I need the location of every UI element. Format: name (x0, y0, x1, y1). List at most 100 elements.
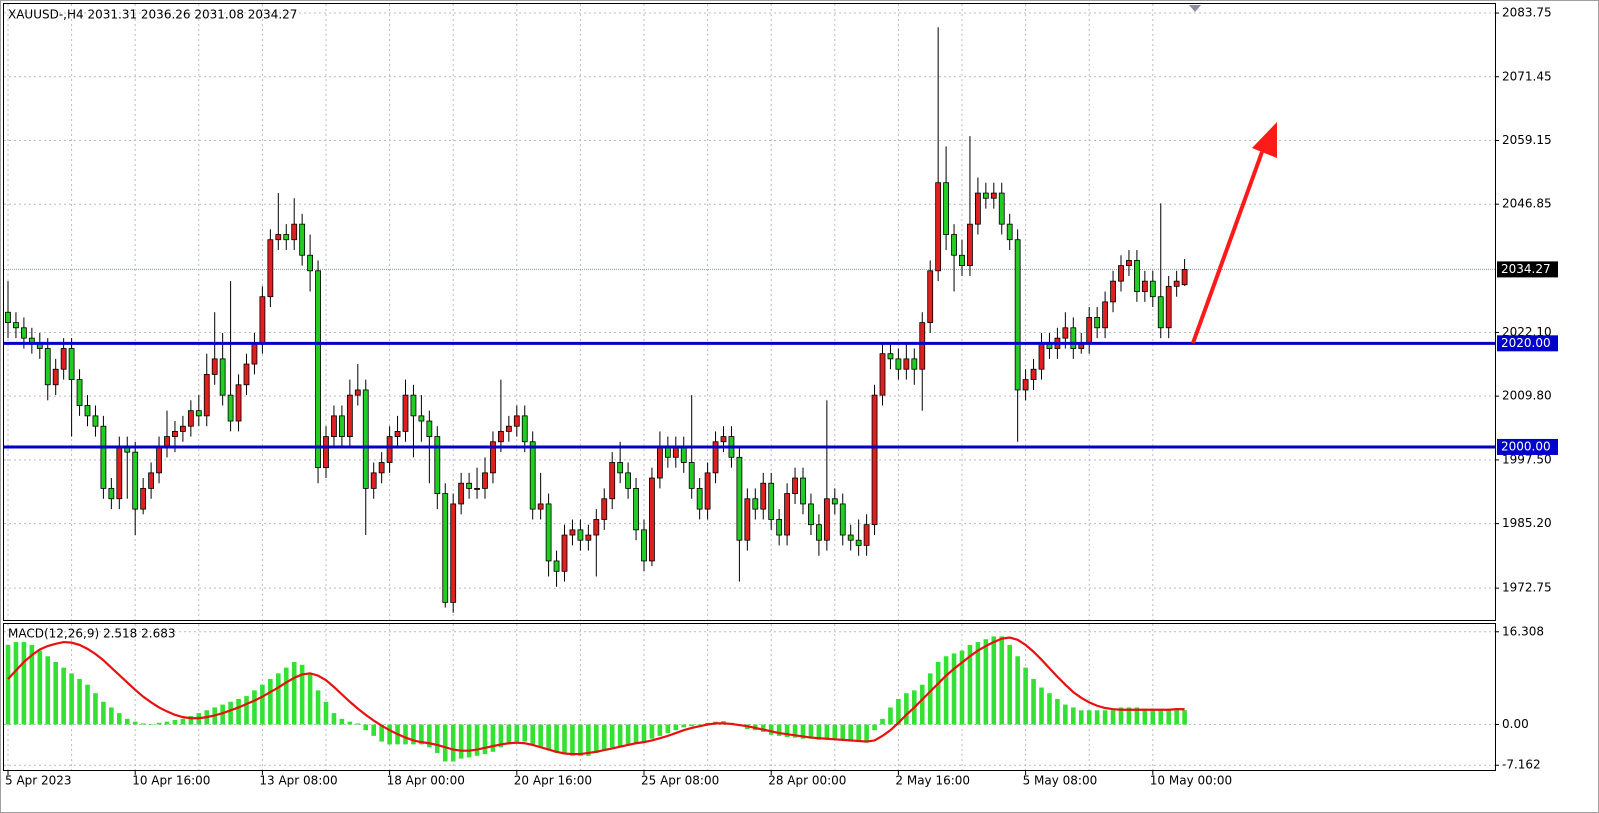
candle-body (442, 493, 449, 603)
candle-body (712, 441, 719, 474)
candle-body (513, 415, 520, 427)
candle-body (561, 534, 568, 572)
macd-bar (283, 667, 289, 725)
candle-body (1094, 317, 1101, 329)
candle-body (967, 223, 973, 267)
macd-bar (411, 724, 416, 745)
macd-bar (77, 679, 82, 725)
macd-bar (665, 724, 671, 734)
macd-bar (697, 724, 702, 726)
macd-bar (1102, 710, 1108, 725)
macd-bar (1015, 656, 1020, 725)
macd-bar (625, 724, 631, 745)
candle-body (291, 223, 298, 241)
macd-bar (840, 724, 846, 741)
candle-body (1070, 327, 1077, 349)
y-tick-label: 2009.80 (1502, 389, 1552, 403)
candle-body (951, 234, 957, 256)
macd-bar (482, 724, 488, 755)
macd-bar (498, 724, 504, 748)
y-tick-label: 0.00 (1502, 717, 1529, 731)
candle-body (402, 394, 409, 432)
macd-bar (1110, 710, 1116, 725)
macd-header: MACD(12,26,9) 2.518 2.683 (8, 627, 175, 641)
macd-panel-frame (3, 623, 1496, 771)
candle-body (760, 482, 767, 510)
candle-body (76, 379, 83, 406)
macd-bar (363, 724, 369, 731)
candle-body (187, 410, 194, 427)
macd-bar (1039, 687, 1044, 725)
candle-body (816, 524, 822, 541)
candle-body (1062, 327, 1069, 339)
candle-body (823, 498, 830, 541)
macd-bar (1142, 708, 1148, 725)
candle-body (323, 436, 329, 469)
macd-bar (387, 724, 392, 745)
candle-body (203, 374, 210, 417)
macd-bar (983, 639, 989, 725)
macd-bar (435, 724, 440, 753)
macd-bar (442, 724, 448, 762)
macd-bar (315, 690, 321, 725)
candle-body (935, 182, 942, 272)
macd-bar (594, 724, 599, 753)
macd-bar (220, 704, 225, 725)
macd-bar (570, 724, 575, 756)
candle-body (585, 534, 592, 541)
macd-bar (1047, 693, 1052, 725)
y-tick-label: 1985.20 (1502, 516, 1552, 530)
candle-body (1118, 265, 1124, 282)
macd-bar (768, 724, 774, 735)
candle-body (132, 451, 139, 510)
candle-body (672, 446, 679, 458)
macd-bar (681, 724, 687, 728)
macd-bar (1182, 710, 1187, 725)
y-tick-label: -7.162 (1502, 758, 1541, 772)
macd-bar (578, 724, 583, 756)
macd-bar (689, 724, 694, 727)
x-tick-label: 10 Apr 16:00 (132, 774, 210, 788)
macd-bar (268, 679, 273, 725)
macd-bar (1134, 707, 1140, 725)
chart-shift-marker (1189, 5, 1201, 12)
macd-bar (943, 656, 949, 725)
macd-bar (1086, 710, 1092, 725)
macd-bar (13, 642, 19, 725)
candle-body (784, 493, 790, 536)
candle-body (362, 389, 369, 489)
candle-body (776, 519, 783, 536)
macd-bar (466, 724, 472, 758)
macd-bar (609, 724, 615, 748)
macd-bar (371, 724, 376, 736)
macd-bar (1063, 704, 1068, 725)
macd-bar (450, 724, 456, 762)
candle-body (895, 358, 902, 370)
candle-body (1014, 239, 1021, 391)
y-tick-label: 2046.85 (1502, 197, 1552, 211)
candle-body (569, 529, 576, 536)
macd-bar (299, 664, 305, 725)
macd-bar (546, 724, 551, 751)
last-price-label: 2034.27 (1501, 262, 1551, 276)
macd-bar (45, 656, 51, 725)
candle-body (808, 503, 814, 526)
macd-bar (307, 673, 313, 725)
y-tick-label: 2083.75 (1502, 6, 1552, 20)
candle-body (100, 425, 107, 489)
macd-bar (872, 724, 877, 731)
candle-body (307, 254, 314, 272)
macd-bar (617, 724, 623, 747)
macd-bar (1071, 707, 1076, 725)
macd-bar (824, 724, 830, 740)
candle-body (434, 436, 441, 494)
candle-body (744, 498, 751, 541)
macd-bar (538, 724, 543, 748)
candle-body (649, 477, 655, 562)
candle-body (60, 348, 67, 370)
candle-body (1038, 342, 1045, 370)
macd-bar (323, 701, 329, 725)
macd-bar (101, 701, 106, 725)
candle-body (315, 270, 321, 469)
